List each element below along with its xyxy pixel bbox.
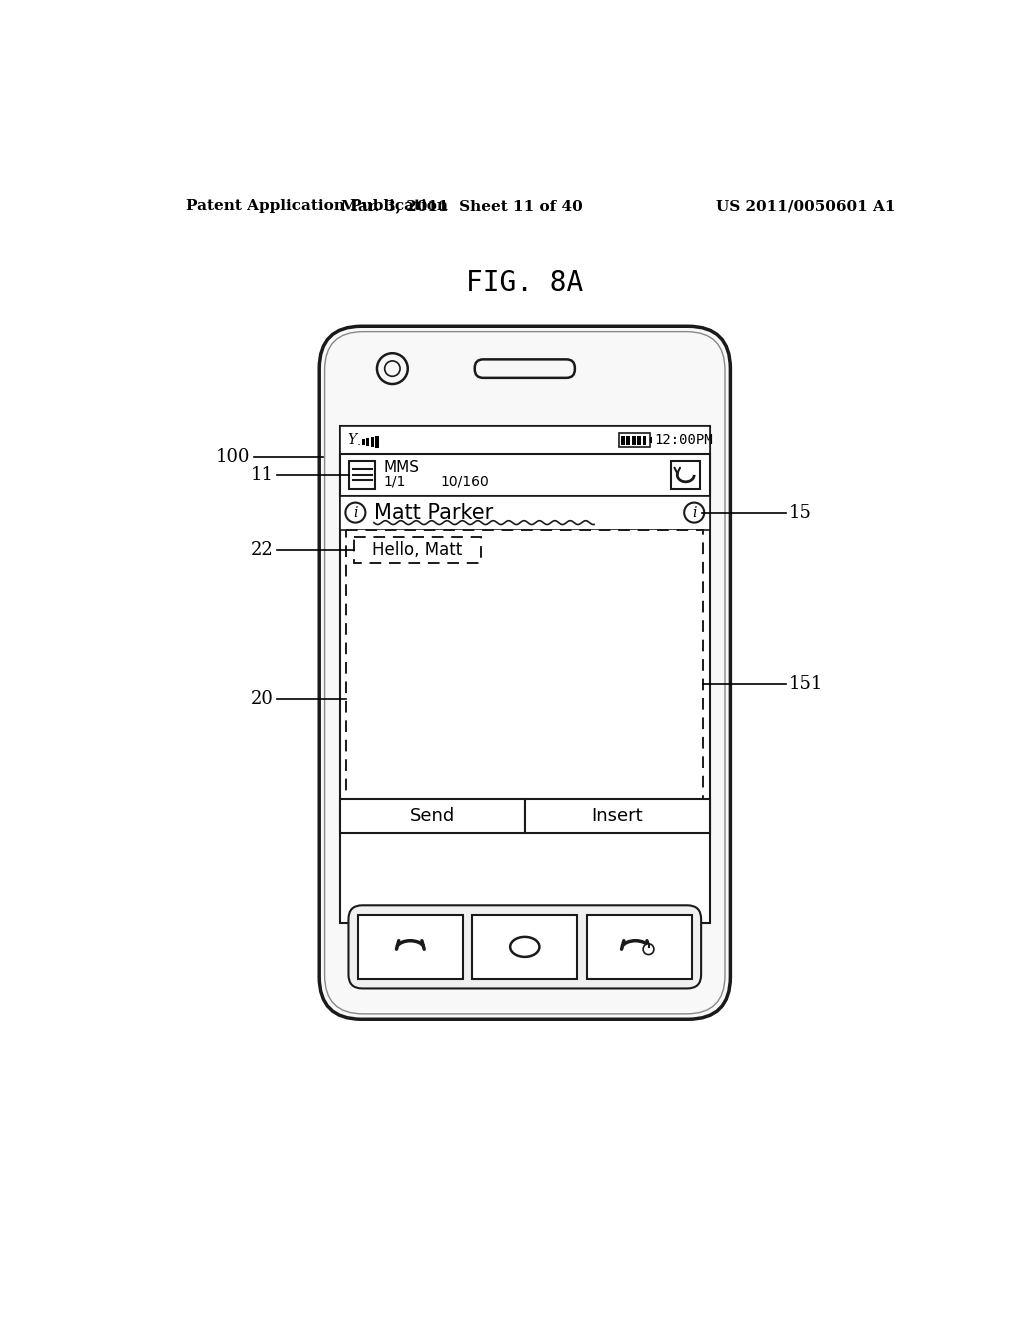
Text: i: i — [353, 506, 357, 520]
Bar — [340, 799, 524, 833]
Text: FIG. 8A: FIG. 8A — [466, 269, 584, 297]
Bar — [357, 915, 463, 979]
Bar — [367, 438, 370, 446]
Text: Patent Application Publication: Patent Application Publication — [186, 199, 449, 213]
Bar — [340, 496, 710, 529]
Bar — [349, 461, 376, 488]
Bar — [671, 461, 700, 488]
Circle shape — [377, 354, 408, 384]
FancyBboxPatch shape — [319, 326, 730, 1019]
Text: US 2011/0050601 A1: US 2011/0050601 A1 — [716, 199, 895, 213]
Bar — [649, 437, 652, 444]
Bar — [340, 426, 710, 923]
Text: 100: 100 — [216, 449, 251, 466]
Text: Hello, Matt: Hello, Matt — [373, 541, 463, 560]
Circle shape — [684, 503, 705, 523]
Text: i: i — [692, 506, 696, 520]
FancyBboxPatch shape — [348, 906, 701, 989]
Bar — [354, 537, 481, 564]
Bar — [643, 436, 646, 445]
Text: 15: 15 — [788, 504, 812, 521]
Bar — [627, 436, 631, 445]
Bar — [472, 915, 578, 979]
Bar — [346, 529, 703, 799]
Bar — [376, 436, 379, 447]
Bar — [621, 436, 625, 445]
Ellipse shape — [510, 937, 540, 957]
Bar — [587, 915, 692, 979]
Bar — [340, 454, 710, 496]
Bar — [637, 436, 641, 445]
Text: 22: 22 — [251, 541, 273, 560]
Text: 10/160: 10/160 — [440, 475, 488, 488]
Text: 12:00PM: 12:00PM — [654, 433, 713, 447]
Circle shape — [385, 360, 400, 376]
Bar — [618, 433, 649, 447]
Text: Insert: Insert — [592, 807, 643, 825]
Circle shape — [643, 944, 654, 954]
Text: MMS: MMS — [383, 461, 419, 475]
Bar — [371, 437, 374, 446]
Text: 151: 151 — [788, 675, 823, 693]
Text: 20: 20 — [251, 690, 273, 708]
Text: 11: 11 — [251, 466, 273, 484]
Text: Y: Y — [348, 433, 356, 447]
Bar — [524, 799, 710, 833]
Text: .: . — [357, 436, 360, 449]
Text: Send: Send — [410, 807, 455, 825]
Bar — [361, 438, 365, 445]
Bar — [632, 436, 636, 445]
Text: Mar. 3, 2011  Sheet 11 of 40: Mar. 3, 2011 Sheet 11 of 40 — [341, 199, 583, 213]
FancyBboxPatch shape — [475, 359, 574, 378]
Text: 1/1: 1/1 — [383, 475, 406, 488]
Circle shape — [345, 503, 366, 523]
Bar — [340, 426, 710, 454]
Text: Matt Parker: Matt Parker — [374, 503, 494, 523]
